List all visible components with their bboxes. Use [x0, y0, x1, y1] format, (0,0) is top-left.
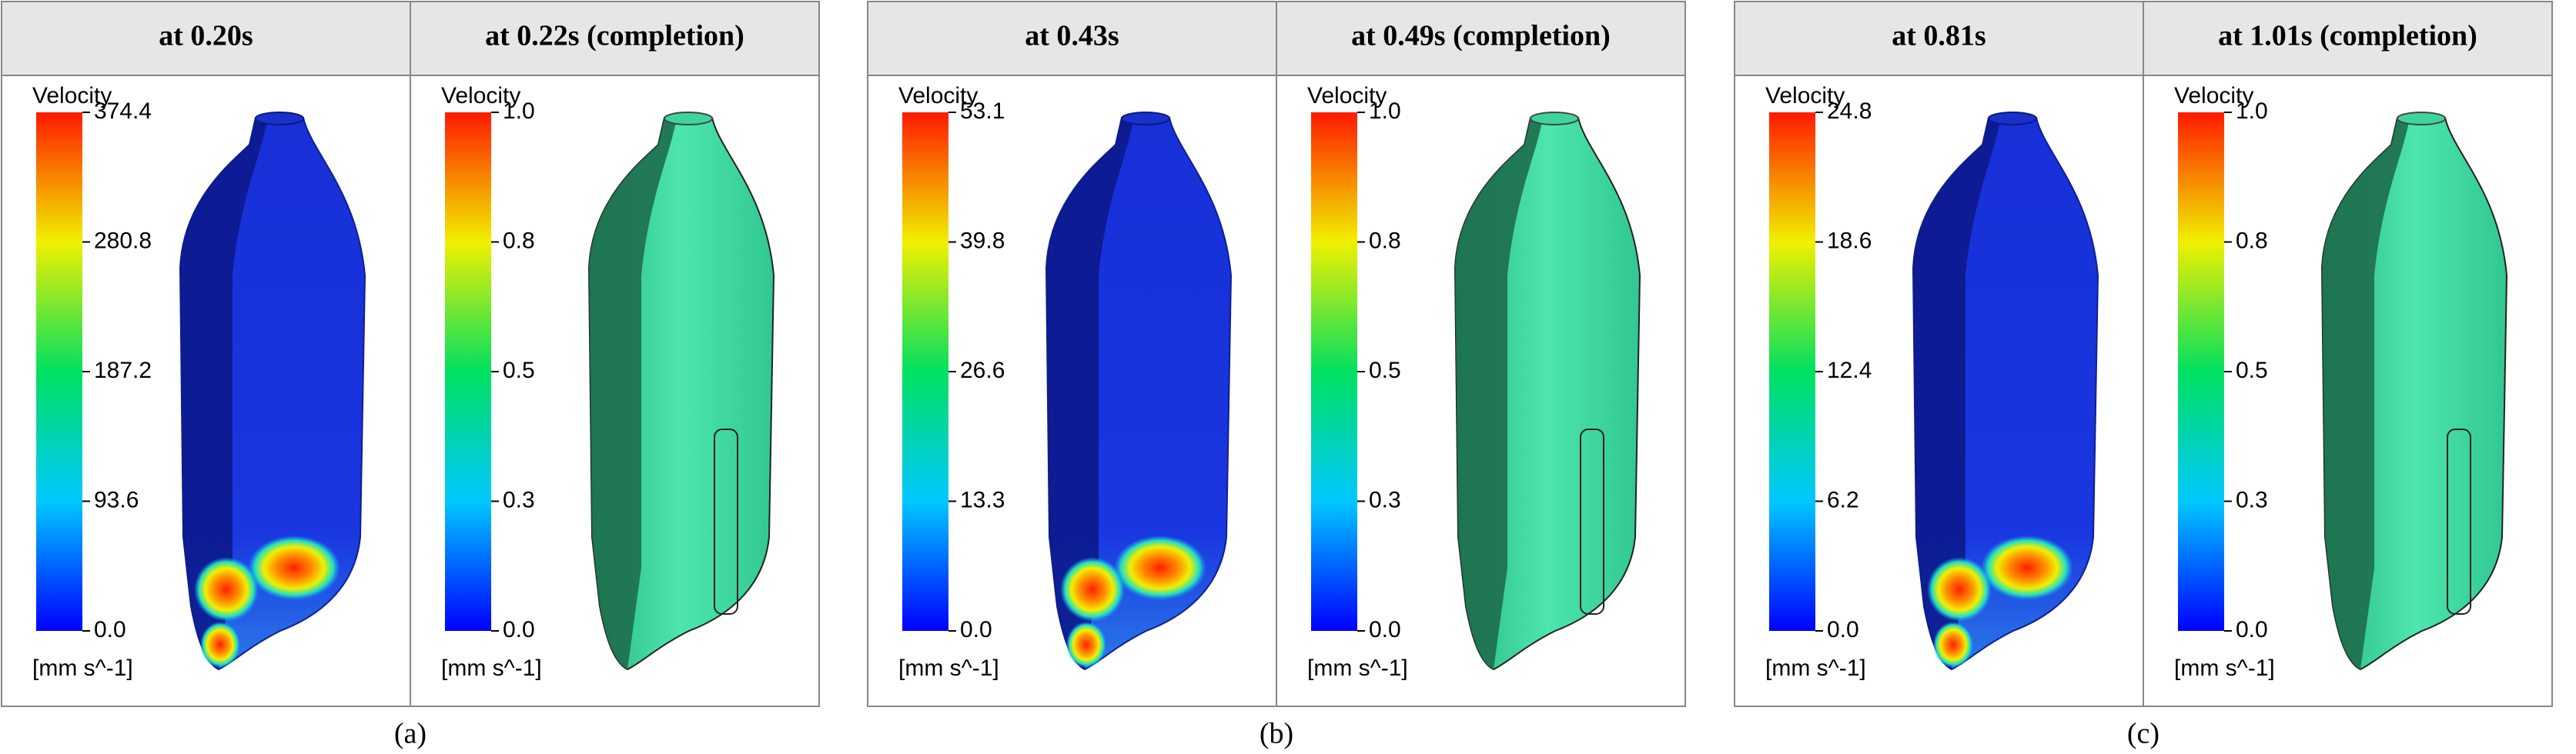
- bottle-neck: [2397, 112, 2446, 125]
- legend-tick-label: 0.3: [1369, 487, 1401, 512]
- legend-unit: [mm s^-1]: [898, 656, 999, 681]
- hot-spot: [1981, 535, 2073, 600]
- legend-tick-label: 12.4: [1827, 358, 1872, 383]
- bottle-neck: [1988, 112, 2037, 125]
- legend-tick-label: 0.0: [2236, 617, 2268, 642]
- view-title: at 0.22s (completion): [485, 20, 744, 52]
- legend-tick-label: 39.8: [960, 228, 1005, 253]
- legend-tick-label: 0.8: [1369, 228, 1401, 253]
- color-bar: [1769, 112, 1815, 631]
- caption: (c): [2127, 718, 2159, 750]
- hot-spot: [194, 557, 259, 622]
- legend-unit: [mm s^-1]: [2174, 656, 2275, 681]
- view-title: at 0.49s (completion): [1351, 20, 1611, 52]
- hot-spot: [1066, 622, 1106, 668]
- legend-tick-label: 26.6: [960, 358, 1005, 383]
- view-title: at 0.43s: [1025, 20, 1119, 52]
- legend-tick-label: 0.3: [503, 487, 535, 512]
- legend-title: Velocity: [898, 83, 978, 108]
- legend-tick-label: 0.5: [503, 358, 535, 383]
- legend-tick-label: 1.0: [1369, 98, 1401, 124]
- inner-tube: [2447, 429, 2471, 615]
- legend-tick-label: 0.0: [960, 617, 992, 642]
- hot-spot: [1927, 557, 1992, 622]
- legend-unit: [mm s^-1]: [1307, 656, 1408, 681]
- legend-unit: [mm s^-1]: [32, 656, 133, 681]
- bottle-side: [1455, 118, 1542, 669]
- hot-spot: [248, 535, 340, 600]
- legend-tick-label: 13.3: [960, 487, 1005, 512]
- color-bar: [36, 112, 82, 631]
- legend-unit: [mm s^-1]: [1765, 656, 1866, 681]
- legend-tick-label: 24.8: [1827, 98, 1872, 124]
- legend-title: Velocity: [32, 83, 112, 108]
- inner-tube: [714, 429, 738, 615]
- legend-tick-label: 0.0: [1827, 617, 1859, 642]
- bottle-side: [180, 118, 267, 669]
- bottle-side: [1046, 118, 1133, 669]
- hot-spot: [1060, 557, 1125, 622]
- view-title: at 1.01s (completion): [2218, 20, 2477, 52]
- legend-tick-label: 0.3: [2236, 487, 2268, 512]
- caption: (b): [1260, 718, 1293, 750]
- caption: (a): [394, 718, 427, 750]
- bottle-neck: [1530, 112, 1579, 125]
- legend-tick-label: 1.0: [2236, 98, 2268, 124]
- legend-tick-label: 6.2: [1827, 487, 1859, 512]
- legend-title: Velocity: [1765, 83, 1845, 108]
- bottle-neck: [1121, 112, 1170, 125]
- legend-tick-label: 93.6: [94, 487, 139, 512]
- legend-tick-label: 0.0: [94, 617, 126, 642]
- panel: (a)at 0.20sVelocity374.4280.8187.293.60.…: [1, 1, 820, 750]
- legend-title: Velocity: [441, 83, 520, 108]
- color-bar: [445, 112, 491, 631]
- legend-tick-label: 0.5: [1369, 358, 1401, 383]
- inner-tube: [1580, 429, 1604, 615]
- legend-tick-label: 1.0: [503, 98, 535, 124]
- color-bar: [1311, 112, 1357, 631]
- legend-tick-label: 374.4: [94, 98, 152, 124]
- hot-spot: [200, 622, 240, 668]
- color-bar: [902, 112, 948, 631]
- bottle-neck: [664, 112, 713, 125]
- bottle-side: [1913, 118, 2000, 669]
- legend-tick-label: 187.2: [94, 358, 152, 383]
- hot-spot: [1933, 622, 1973, 668]
- legend-tick-label: 0.0: [1369, 617, 1401, 642]
- legend-tick-label: 0.5: [2236, 358, 2268, 383]
- legend-tick-label: 0.0: [503, 617, 535, 642]
- view-title: at 0.20s: [159, 20, 253, 52]
- view-title: at 0.81s: [1892, 20, 1986, 52]
- legend-tick-label: 18.6: [1827, 228, 1872, 253]
- legend-unit: [mm s^-1]: [441, 656, 542, 681]
- legend-tick-label: 280.8: [94, 228, 152, 253]
- legend-title: Velocity: [2174, 83, 2253, 108]
- bottle-side: [2322, 118, 2409, 669]
- color-bar: [2178, 112, 2224, 631]
- legend-tick-label: 0.8: [503, 228, 535, 253]
- hot-spot: [1114, 535, 1206, 600]
- legend-title: Velocity: [1307, 83, 1387, 108]
- bottle-side: [589, 118, 676, 669]
- bottle-neck: [255, 112, 304, 125]
- panel: (c)at 0.81sVelocity24.818.612.46.20.0[mm…: [1734, 1, 2553, 750]
- legend-tick-label: 0.8: [2236, 228, 2268, 253]
- panel: (b)at 0.43sVelocity53.139.826.613.30.0[m…: [867, 1, 1686, 750]
- legend-tick-label: 53.1: [960, 98, 1005, 124]
